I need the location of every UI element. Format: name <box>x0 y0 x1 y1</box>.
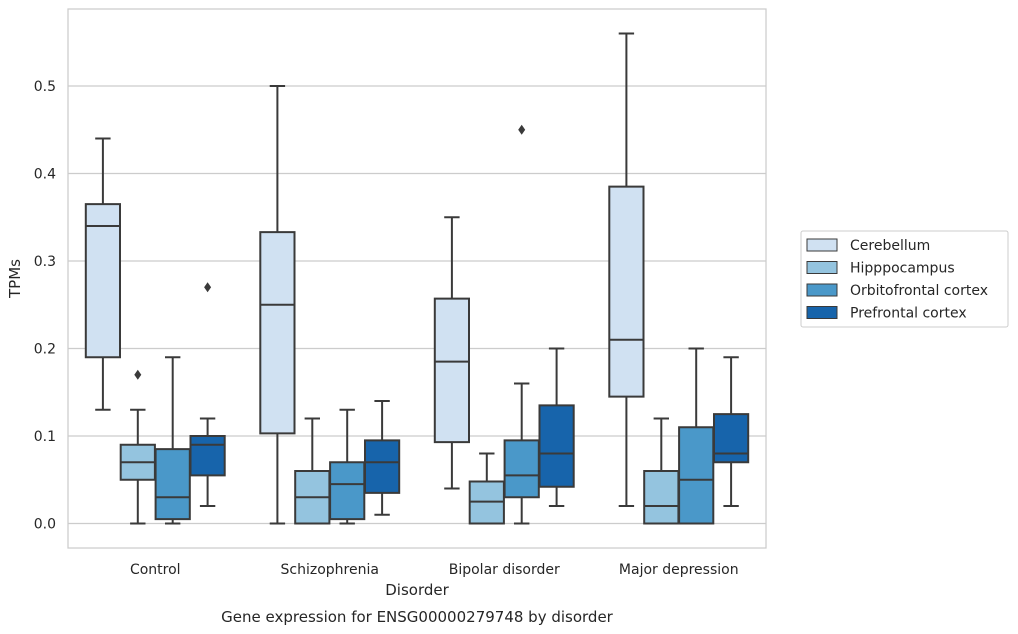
y-tick-label: 0.3 <box>34 254 56 270</box>
box-2-0 <box>154 356 191 525</box>
box-body <box>363 439 401 494</box>
legend-label: Orbitofrontal cortex <box>850 283 988 299</box>
outlier-point <box>518 124 526 135</box>
box-body <box>712 413 750 464</box>
box-body <box>154 448 191 521</box>
box-3-0 <box>189 282 226 507</box>
box-body <box>608 185 645 398</box>
legend-swatch <box>806 306 838 319</box>
box-0-2 <box>433 216 471 490</box>
box-body <box>503 439 540 499</box>
box-3-2 <box>538 347 575 507</box>
box-body <box>538 404 575 488</box>
box-3-3 <box>712 356 750 507</box>
box-2-2 <box>503 124 540 525</box>
box-body <box>643 470 680 525</box>
legend-label: Hipppocampus <box>850 261 955 277</box>
legend-label: Cerebellum <box>850 238 930 254</box>
x-axis-ticks: Control Schizophrenia Bipolar disorder Majo… <box>130 562 739 578</box>
box-body <box>433 297 471 444</box>
x-tick-label: Major depression <box>619 562 739 578</box>
box-3-1 <box>363 400 401 516</box>
legend-swatch <box>806 261 838 274</box>
box-0-1 <box>259 85 296 525</box>
box-1-2 <box>468 452 505 525</box>
box-body <box>189 435 226 477</box>
y-tick-label: 0.2 <box>34 342 56 358</box>
legend-swatch <box>806 238 838 252</box>
box-body <box>678 426 715 525</box>
y-axis-label: TPMs <box>6 259 24 299</box>
outlier-point <box>134 369 142 380</box>
box-2-3 <box>678 347 715 525</box>
legend: Cerebellum Hipppocampus Orbitofrontal cort… <box>800 230 1009 328</box>
y-tick-label: 0.4 <box>34 167 56 183</box>
box-1-0 <box>119 369 156 525</box>
x-tick-label: Control <box>130 562 181 578</box>
chart-caption: Gene expression for ENSG00000279748 by d… <box>221 608 614 626</box>
box-1-3 <box>643 417 680 525</box>
box-2-1 <box>329 408 366 525</box>
x-tick-label: Bipolar disorder <box>449 562 560 578</box>
box-body <box>259 231 296 435</box>
y-tick-label: 0.1 <box>34 429 56 445</box>
box-0-0 <box>84 137 122 411</box>
legend-swatch <box>806 283 838 297</box>
y-tick-label: 0.5 <box>34 79 56 95</box>
plot-frame <box>67 8 767 549</box>
box-0-3 <box>608 32 645 507</box>
outlier-point <box>204 282 212 293</box>
boxes <box>84 32 750 525</box>
y-tick-label: 0.0 <box>34 517 56 533</box>
y-axis-ticks: 0.0 0.1 0.2 0.3 0.4 0.5 <box>34 79 56 533</box>
box-body <box>84 203 122 359</box>
legend-label: Prefrontal cortex <box>850 306 967 322</box>
box-1-1 <box>294 417 331 525</box>
x-axis-label: Disorder <box>385 581 449 599</box>
box-body <box>329 461 366 521</box>
x-tick-label: Schizophrenia <box>281 562 379 578</box>
legend-frame <box>800 230 1009 328</box>
